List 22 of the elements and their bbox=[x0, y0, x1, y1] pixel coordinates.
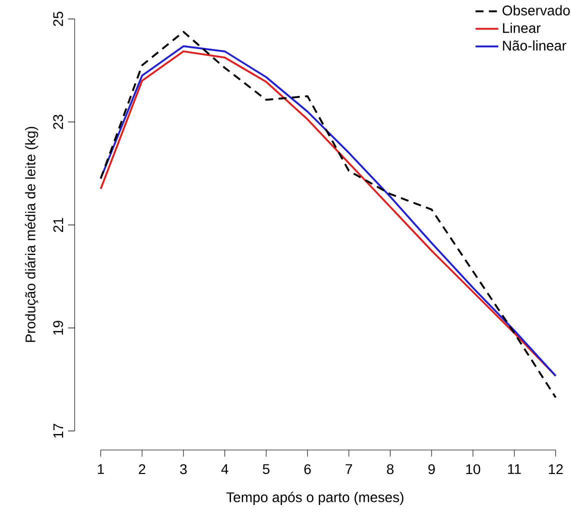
x-tick-label: 12 bbox=[548, 464, 563, 474]
x-tick-label: 3 bbox=[180, 464, 187, 474]
y-tick-label: 23 bbox=[53, 114, 64, 130]
legend-label: Linear bbox=[503, 22, 541, 34]
x-tick-label: 7 bbox=[346, 464, 352, 474]
legend-label: Não-linear bbox=[503, 40, 566, 51]
x-tick-label: 4 bbox=[221, 464, 228, 474]
x-tick-label: 6 bbox=[304, 464, 311, 474]
x-tick-label: 10 bbox=[466, 464, 480, 474]
x-axis-title: Tempo após o parto (meses) bbox=[226, 492, 404, 505]
x-tick-label: 5 bbox=[262, 464, 270, 474]
x-tick-label: 11 bbox=[508, 464, 521, 474]
x-tick-label: 9 bbox=[428, 464, 435, 474]
y-tick-label: 17 bbox=[53, 424, 64, 438]
x-tick-label: 2 bbox=[138, 464, 146, 474]
y-tick-label: 25 bbox=[53, 12, 64, 26]
x-tick-label: 8 bbox=[386, 464, 394, 474]
y-tick-label: 21 bbox=[53, 218, 64, 232]
x-tick-label: 1 bbox=[98, 464, 104, 474]
y-axis-title: Produção diária média de leite (kg) bbox=[24, 126, 38, 342]
legend-label: Observado bbox=[502, 5, 570, 16]
y-tick-label: 19 bbox=[53, 320, 64, 335]
